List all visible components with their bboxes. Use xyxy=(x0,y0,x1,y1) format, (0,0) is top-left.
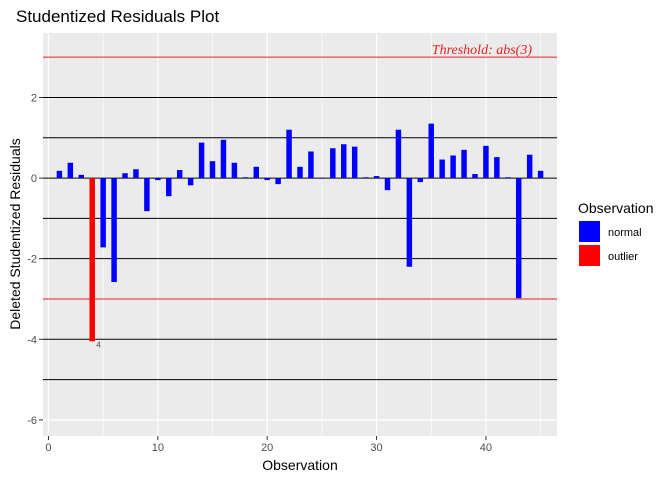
legend-swatch-normal xyxy=(579,221,600,242)
residual-bar xyxy=(155,178,161,181)
residual-bar xyxy=(133,169,139,179)
residual-bar xyxy=(187,178,194,186)
x-axis-ticks: 0 10 20 30 40 xyxy=(45,436,492,454)
residual-bar xyxy=(384,178,391,191)
residual-bar xyxy=(395,129,402,179)
residual-bar xyxy=(242,177,249,179)
residual-bar xyxy=(494,157,500,179)
residual-bar xyxy=(526,154,533,179)
threshold-label: Threshold: abs(3) xyxy=(432,43,533,58)
residual-bar xyxy=(56,170,63,179)
residual-bar xyxy=(351,146,358,179)
residual-bar xyxy=(166,178,172,197)
residual-bar xyxy=(450,155,456,179)
point-labels: 4 xyxy=(96,340,101,349)
residual-bar xyxy=(220,139,227,179)
y-tick-label: 0 xyxy=(31,173,37,185)
residual-bar xyxy=(253,166,259,179)
residual-bar xyxy=(505,177,511,179)
residual-bar xyxy=(308,151,314,179)
residual-bar xyxy=(319,178,325,179)
residual-bar xyxy=(373,176,380,179)
residual-bar xyxy=(275,178,281,185)
residual-bar xyxy=(111,178,117,283)
residual-bar xyxy=(100,178,106,248)
legend-title: Observation xyxy=(578,200,653,216)
y-tick-label: 2 xyxy=(31,92,37,104)
x-tick-label: 0 xyxy=(45,442,51,454)
residual-bar xyxy=(362,177,369,179)
residual-bar xyxy=(209,161,216,179)
residual-bar xyxy=(286,129,292,179)
residual-bar xyxy=(144,178,150,212)
residual-bar xyxy=(231,162,238,179)
x-axis-title: Observation xyxy=(262,457,337,473)
y-tick-label: -2 xyxy=(27,254,37,266)
residual-bar xyxy=(439,159,445,179)
legend-swatch-outlier xyxy=(579,245,600,266)
x-tick-label: 30 xyxy=(370,442,382,454)
legend: Observation normal outlier xyxy=(578,200,653,266)
legend-label-normal: normal xyxy=(608,227,642,239)
residual-bar xyxy=(472,174,478,179)
residual-bar xyxy=(122,173,128,179)
residual-bar xyxy=(297,166,303,179)
plot-panel xyxy=(43,33,557,436)
y-tick-label: -4 xyxy=(27,334,37,346)
residual-bar xyxy=(67,162,74,179)
residual-bars xyxy=(56,123,544,342)
y-tick-label: -6 xyxy=(27,415,37,427)
x-tick-label: 40 xyxy=(480,442,492,454)
residual-bar xyxy=(406,178,413,267)
y-axis-title: Deleted Studentized Residuals xyxy=(7,138,23,329)
chart-title: Studentized Residuals Plot xyxy=(16,7,219,26)
reference-lines xyxy=(43,56,557,381)
residual-bar xyxy=(515,178,522,299)
residual-bar xyxy=(198,142,205,179)
residual-bar xyxy=(537,170,544,179)
residual-bar xyxy=(461,149,467,179)
x-tick-label: 10 xyxy=(152,442,164,454)
legend-label-outlier: outlier xyxy=(608,251,638,263)
residual-bar xyxy=(341,144,347,179)
residual-bar xyxy=(417,178,424,183)
residual-bar xyxy=(428,123,434,179)
y-axis-ticks: -6 -4 -2 0 2 xyxy=(27,92,43,427)
residual-bar xyxy=(264,178,270,181)
residual-bar xyxy=(330,148,336,179)
outlier-bar xyxy=(89,178,95,342)
point-label: 4 xyxy=(96,340,101,349)
x-tick-label: 20 xyxy=(261,442,273,454)
residual-bar xyxy=(78,174,85,179)
residual-bar xyxy=(483,145,489,179)
residual-bar xyxy=(176,170,183,179)
